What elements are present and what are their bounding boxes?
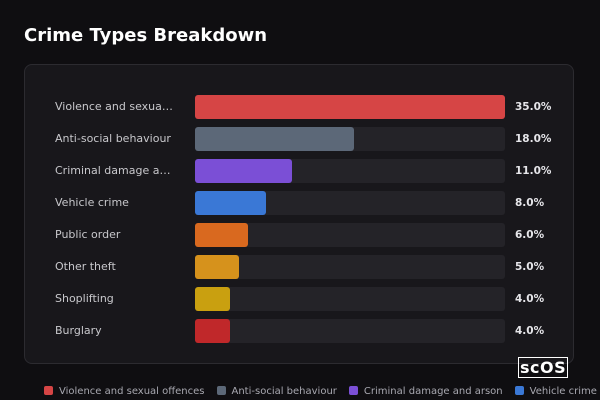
bar-track bbox=[195, 287, 505, 311]
bar bbox=[195, 223, 249, 247]
value-label: 35.0% bbox=[515, 101, 552, 113]
legend-label: Anti-social behaviour bbox=[231, 386, 337, 397]
brand-logo: scOS bbox=[518, 357, 569, 378]
legend-item: Violence and sexual offences bbox=[44, 386, 205, 397]
bar bbox=[195, 319, 231, 343]
bar bbox=[195, 95, 505, 119]
value-label: 5.0% bbox=[515, 261, 545, 273]
category-label: Public order bbox=[55, 228, 121, 241]
bar bbox=[195, 255, 240, 279]
category-label: Burglary bbox=[55, 324, 102, 337]
category-label: Shoplifting bbox=[55, 292, 114, 305]
bar bbox=[195, 191, 266, 215]
legend-swatch bbox=[348, 386, 358, 395]
value-label: 18.0% bbox=[515, 133, 552, 145]
legend-label: Vehicle crime bbox=[529, 386, 597, 397]
brand-text: scOS bbox=[518, 357, 569, 378]
value-label: 4.0% bbox=[515, 293, 545, 305]
category-label: Anti-social behaviour bbox=[55, 132, 171, 145]
value-label: 8.0% bbox=[515, 197, 545, 209]
legend-swatch bbox=[44, 386, 53, 395]
category-label: Other theft bbox=[55, 260, 116, 273]
bar bbox=[195, 127, 355, 151]
legend-label: Criminal damage and arson bbox=[363, 386, 503, 397]
legend-item: Criminal damage and arson bbox=[348, 386, 503, 397]
legend-item: Vehicle crime bbox=[514, 386, 597, 397]
bar-track bbox=[195, 319, 505, 343]
bar bbox=[195, 159, 293, 183]
category-label: Criminal damage and arson bbox=[55, 164, 173, 177]
legend-label: Violence and sexual offences bbox=[59, 386, 205, 397]
legend: Violence and sexual offences Anti-social … bbox=[44, 386, 600, 397]
value-label: 11.0% bbox=[515, 165, 552, 177]
bar-track bbox=[195, 255, 505, 279]
category-label: Violence and sexual offences bbox=[55, 100, 173, 113]
value-label: 4.0% bbox=[515, 325, 545, 337]
legend-item: Anti-social behaviour bbox=[216, 386, 337, 397]
bar bbox=[195, 287, 231, 311]
category-label: Vehicle crime bbox=[55, 196, 129, 209]
legend-swatch bbox=[216, 386, 226, 395]
legend-swatch bbox=[514, 386, 524, 395]
value-label: 6.0% bbox=[515, 229, 545, 241]
chart-title: Crime Types Breakdown bbox=[24, 25, 268, 46]
